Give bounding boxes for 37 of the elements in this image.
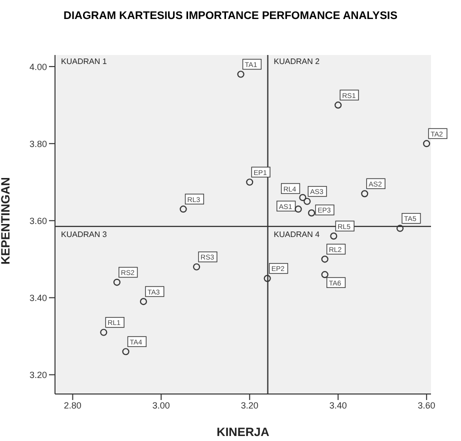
point — [299, 194, 306, 202]
point — [334, 102, 342, 109]
annotation: KUADRAN 2 — [274, 57, 320, 66]
annotation: KUADRAN 1 — [61, 57, 107, 66]
point — [304, 198, 311, 205]
y-tick-label: 4.00 — [29, 62, 47, 72]
point — [180, 206, 187, 213]
point — [396, 224, 404, 232]
x-tick-label: 3.20 — [240, 400, 258, 410]
point — [113, 278, 120, 286]
point — [361, 190, 368, 198]
annotation: KUADRAN 3 — [61, 230, 107, 240]
point — [246, 178, 254, 186]
y-axis-title: KEPENTINGAN — [0, 177, 12, 264]
x-tick-label: 3.60 — [418, 400, 436, 410]
point — [122, 348, 130, 356]
point — [264, 274, 271, 282]
point — [193, 263, 200, 270]
y-tick-label: 3.80 — [29, 138, 47, 149]
y-tick-label: 3.40 — [29, 292, 47, 303]
y-tick-label: 3.60 — [29, 216, 47, 226]
annotation: KUADRAN 4 — [274, 230, 320, 240]
point — [423, 140, 430, 148]
point — [100, 328, 108, 336]
point — [140, 298, 148, 306]
x-tick-label: 3.40 — [329, 400, 347, 410]
point — [330, 232, 338, 240]
y-tick-label: 3.20 — [29, 370, 47, 380]
point — [294, 206, 302, 213]
point — [308, 209, 316, 216]
x-axis-title: KINERJA — [216, 425, 270, 439]
x-tick-label: 3.00 — [152, 400, 170, 410]
point — [237, 70, 244, 78]
x-tick-label: 2.80 — [64, 400, 82, 410]
chart-title: DIAGRAM KARTESIUS IMPORTANCE PERFOMANCE ANALYSIS — [62, 10, 398, 22]
point — [321, 271, 328, 278]
point — [321, 256, 328, 263]
